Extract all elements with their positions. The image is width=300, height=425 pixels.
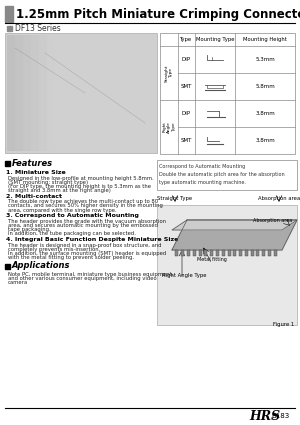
- Text: DIP: DIP: [182, 57, 191, 62]
- Bar: [187, 250, 190, 256]
- Text: 1.25mm Pitch Miniature Crimping Connector: 1.25mm Pitch Miniature Crimping Connecto…: [16, 8, 300, 20]
- Text: Type: Type: [180, 37, 193, 42]
- Text: Designed in the low-profile at mounting height 5.8mm.: Designed in the low-profile at mounting …: [8, 176, 154, 181]
- Text: tape packaging.: tape packaging.: [8, 227, 51, 232]
- Text: with the metal fitting to prevent solder peeling.: with the metal fitting to prevent solder…: [8, 255, 134, 260]
- Bar: [222, 250, 225, 256]
- Bar: [23, 35, 31, 151]
- Text: HRS: HRS: [249, 410, 280, 422]
- Bar: [227, 250, 230, 256]
- Text: 1. Miniature Size: 1. Miniature Size: [6, 170, 66, 175]
- Bar: [157, 160, 297, 190]
- Bar: [239, 250, 242, 256]
- Text: Mounting Type: Mounting Type: [196, 37, 234, 42]
- Text: 5.8mm: 5.8mm: [255, 84, 275, 89]
- Text: completely prevents mis-insertion.: completely prevents mis-insertion.: [8, 247, 100, 252]
- Text: Applications: Applications: [12, 261, 70, 270]
- Bar: [7, 26, 12, 31]
- Text: The double row type achieves the multi-contact up to 80: The double row type achieves the multi-c…: [8, 199, 158, 204]
- Text: 2. Multi-contact: 2. Multi-contact: [6, 194, 62, 199]
- Text: In addition, the tube packaging can be selected.: In addition, the tube packaging can be s…: [8, 232, 136, 236]
- Text: Right Angle Type: Right Angle Type: [162, 272, 206, 278]
- Text: Straight
Type: Straight Type: [165, 64, 173, 82]
- Text: Right
Angle
Type: Right Angle Type: [162, 121, 176, 133]
- Text: type automatic mounting machine.: type automatic mounting machine.: [159, 180, 246, 185]
- Bar: [245, 250, 248, 256]
- Polygon shape: [172, 220, 297, 250]
- Text: DIP: DIP: [182, 111, 191, 116]
- Bar: [256, 250, 260, 256]
- Text: Features: Features: [12, 159, 53, 167]
- Bar: [268, 250, 271, 256]
- Text: Metal fitting: Metal fitting: [197, 258, 227, 263]
- Bar: [204, 250, 207, 256]
- Text: Double the automatic pitch area for the absorption: Double the automatic pitch area for the …: [159, 172, 285, 177]
- Bar: [262, 250, 265, 256]
- Bar: [199, 250, 202, 256]
- Bar: [5, 161, 10, 166]
- Text: Correspond to Automatic Mounting: Correspond to Automatic Mounting: [159, 164, 245, 169]
- Bar: [233, 250, 236, 256]
- Bar: [160, 33, 295, 154]
- Text: area, and secures automatic mounting by the embossed: area, and secures automatic mounting by …: [8, 223, 158, 228]
- Bar: [39, 35, 47, 151]
- Bar: [7, 35, 15, 151]
- Bar: [31, 35, 39, 151]
- Bar: [181, 250, 184, 256]
- Bar: [274, 250, 277, 256]
- Text: Figure 1: Figure 1: [273, 322, 294, 327]
- Polygon shape: [172, 220, 297, 230]
- Bar: [210, 250, 213, 256]
- Text: In addition, the surface mounting (SMT) header is equipped: In addition, the surface mounting (SMT) …: [8, 251, 166, 256]
- Bar: [216, 250, 219, 256]
- Bar: [5, 264, 10, 269]
- Text: The header is designed in a snap-proof box structure, and: The header is designed in a snap-proof b…: [8, 243, 161, 248]
- Text: Straight Type: Straight Type: [158, 196, 193, 201]
- Text: Absorption area: Absorption area: [253, 218, 292, 223]
- Text: 3.8mm: 3.8mm: [255, 111, 275, 116]
- Text: straight and 3.8mm at the right angle): straight and 3.8mm at the right angle): [8, 188, 111, 193]
- Text: (For DIP type, the mounting height is to 5.3mm as the: (For DIP type, the mounting height is to…: [8, 184, 151, 189]
- Bar: [47, 35, 55, 151]
- Text: (SMT mounting: straight type): (SMT mounting: straight type): [8, 180, 88, 185]
- Text: 4. Integral Basic Function Despite Miniature Size: 4. Integral Basic Function Despite Minia…: [6, 237, 178, 242]
- Bar: [157, 205, 297, 325]
- Bar: [5, 33, 157, 153]
- Text: 5.3mm: 5.3mm: [255, 57, 275, 62]
- Bar: [5, 6, 13, 22]
- Bar: [251, 250, 254, 256]
- Bar: [176, 250, 178, 256]
- Text: 3. Correspond to Automatic Mounting: 3. Correspond to Automatic Mounting: [6, 213, 139, 218]
- Text: 3.8mm: 3.8mm: [255, 138, 275, 143]
- Bar: [193, 250, 196, 256]
- Text: Note PC, mobile terminal, miniature type business equipment,: Note PC, mobile terminal, miniature type…: [8, 272, 173, 277]
- Text: camera: camera: [8, 280, 28, 286]
- Text: and other various consumer equipment, including video: and other various consumer equipment, in…: [8, 276, 157, 281]
- Text: B183: B183: [272, 413, 290, 419]
- Text: The header provides the grade with the vacuum absorption: The header provides the grade with the v…: [8, 219, 166, 224]
- Text: SMT: SMT: [181, 138, 192, 143]
- Text: Absorption area: Absorption area: [258, 196, 300, 201]
- Text: area, compared with the single row type.: area, compared with the single row type.: [8, 208, 117, 212]
- Text: DF13 Series: DF13 Series: [15, 23, 61, 32]
- Text: SMT: SMT: [181, 84, 192, 89]
- Text: Mounting Height: Mounting Height: [243, 37, 287, 42]
- Bar: [15, 35, 23, 151]
- Text: contacts, and secures 50% higher density in the mounting: contacts, and secures 50% higher density…: [8, 204, 163, 209]
